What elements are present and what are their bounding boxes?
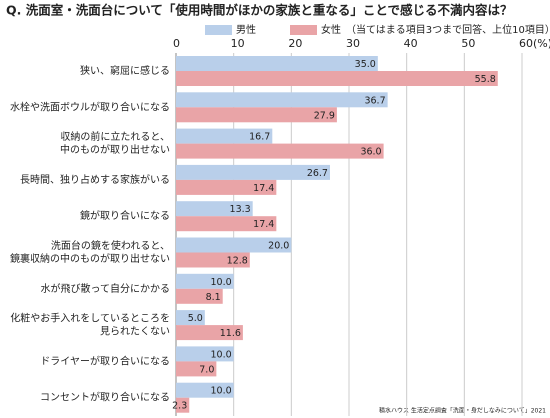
value-label: 20.0	[268, 241, 289, 252]
value-label: 11.6	[220, 328, 241, 339]
bar	[176, 56, 378, 71]
bar	[176, 128, 273, 144]
y-tick-label: 狭い、窮屈に感じる	[80, 64, 170, 77]
value-label: 27.9	[314, 110, 335, 121]
bar	[176, 71, 498, 86]
bar	[176, 361, 217, 377]
y-tick-label: 収納の前に立たれると、中のものが取り出せない	[60, 130, 170, 156]
source: 積水ハウス 生活定点調査「洗面・身だしなみについて」2021	[379, 407, 546, 415]
x-tick-label: 50	[461, 37, 475, 50]
bar	[176, 252, 250, 268]
x-tick-label: 10	[231, 37, 245, 50]
legend-swatch	[290, 25, 317, 35]
legend-label: 男性	[236, 23, 256, 36]
note: （当てはまる項目3つまで回答、上位10項目）	[346, 23, 550, 36]
value-label: 5.0	[188, 313, 203, 324]
value-label: 13.3	[230, 204, 251, 215]
bar	[176, 179, 277, 195]
value-label: 2.3	[172, 401, 187, 412]
value-label: 17.4	[253, 219, 274, 230]
bar	[176, 107, 337, 123]
bar	[176, 310, 205, 326]
value-label: 17.4	[253, 183, 274, 194]
bar	[176, 346, 234, 362]
legend-swatch	[205, 25, 232, 35]
x-tick-label: 40	[404, 37, 418, 50]
bar	[176, 325, 243, 341]
y-tick-label: 水栓や洗面ボウルが取り合いになる	[10, 100, 170, 113]
bar	[176, 382, 234, 398]
value-label: 36.7	[364, 95, 385, 106]
x-tick-label: 30	[346, 37, 360, 50]
x-tick-label: 0	[173, 37, 180, 50]
value-label: 35.0	[355, 59, 376, 70]
bar	[176, 273, 234, 289]
value-label: 55.8	[475, 74, 496, 85]
value-label: 10.0	[211, 386, 232, 397]
bar	[176, 164, 330, 180]
value-label: 10.0	[211, 277, 232, 288]
legend-label: 女性	[321, 23, 341, 36]
bar	[176, 201, 253, 217]
value-label: 8.1	[206, 292, 221, 303]
y-tick-label: 鏡が取り合いになる	[80, 209, 170, 222]
x-tick-label: 20	[288, 37, 302, 50]
value-label: 10.0	[211, 349, 232, 360]
chart-title: Q. 洗面室・洗面台について「使用時間がほかの家族と重なる」ことで感じる不満内容…	[6, 3, 512, 18]
y-tick-label: 長時間、独り占めする家族がいる	[20, 173, 170, 186]
value-label: 12.8	[227, 256, 248, 267]
bar	[176, 237, 292, 253]
bar	[176, 397, 190, 413]
y-tick-label: 洗面台の鏡を使われると、鏡裏収納の中のものが取り出せない	[10, 239, 170, 265]
bar	[176, 288, 223, 304]
value-label: 26.7	[307, 168, 328, 179]
y-tick-label: ドライヤーが取り合いになる	[40, 354, 170, 367]
bar	[176, 92, 388, 108]
bar	[176, 216, 277, 232]
y-tick-label: 化粧やお手入れをしているところを見られたくない	[10, 312, 170, 338]
y-tick-label: コンセントが取り合いになる	[40, 391, 170, 404]
x-tick-label: 60(%)	[519, 37, 550, 50]
bar	[176, 143, 384, 159]
value-label: 36.0	[360, 147, 381, 158]
value-label: 7.0	[199, 364, 214, 375]
value-label: 16.7	[249, 132, 270, 143]
y-tick-label: 水が飛び散って自分にかかる	[41, 282, 171, 295]
